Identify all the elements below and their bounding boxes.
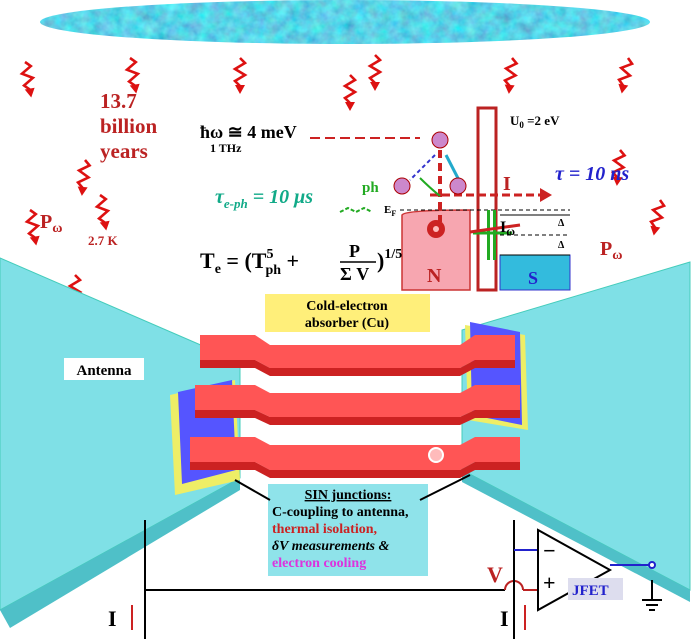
power-right: Pω (600, 238, 622, 263)
jfet-box (568, 578, 623, 600)
symbol: U (510, 113, 520, 128)
subscript: ω (52, 221, 62, 236)
symbol: I (500, 219, 506, 236)
subscript: ω (506, 224, 515, 238)
lhs: T (200, 248, 215, 273)
radiation-arrow (647, 197, 667, 238)
subscript: ω (612, 248, 622, 263)
minus: − (543, 538, 556, 563)
band-diagram (310, 106, 571, 292)
absorber-label: absorber (Cu) (305, 316, 389, 331)
radiation-arrow (233, 56, 247, 96)
age-value: 13.7 (100, 89, 137, 113)
current-label: I (503, 173, 511, 195)
signal-current: Iω (500, 219, 515, 238)
eq: = (T (221, 248, 267, 273)
subscript: e-ph (224, 196, 248, 211)
sin-line: electron cooling (272, 556, 366, 571)
value: =2 eV (524, 113, 560, 128)
radiation-arrow (343, 73, 357, 113)
gap: Δ (558, 240, 565, 251)
sin-title: SIN junctions: (305, 488, 392, 503)
power-left: Pω (40, 211, 62, 236)
amplifier: JFET (572, 583, 609, 599)
formula-num: P (349, 241, 360, 261)
radiation-arrow (75, 158, 92, 198)
formula-den: Σ V (340, 264, 369, 284)
close: ) (377, 248, 384, 273)
age-unit: years (100, 139, 148, 163)
sin-box (268, 484, 428, 576)
symbol: P (600, 238, 612, 260)
plus: + (543, 570, 556, 595)
pointer (419, 474, 471, 501)
symbol: E (384, 204, 391, 216)
cmb-map (40, 0, 650, 44)
radiation-arrow (615, 55, 635, 96)
current-left: I (108, 606, 117, 631)
photon-frequency: 1 THz (210, 141, 242, 155)
value: = 10 μs (248, 186, 314, 208)
antenna-label: Antenna (76, 363, 132, 379)
absorber-label: Cold-electron (306, 299, 388, 314)
absorber-strips (190, 335, 520, 478)
formula-close: )1/5 (377, 247, 402, 273)
sup: 5 (266, 247, 273, 262)
lhs-sub: e (215, 262, 221, 277)
exp: 1/5 (384, 247, 402, 262)
subscript: F (391, 209, 396, 218)
voltage: V (487, 562, 503, 587)
sub: ph (265, 263, 281, 278)
sin-line: C-coupling to antenna, (272, 505, 409, 520)
age-unit: billion (100, 114, 158, 138)
absorber-box (265, 294, 430, 332)
gap: Δ (558, 218, 565, 229)
pointer (234, 479, 271, 501)
plus: + (281, 248, 299, 273)
symbol: τ (215, 186, 225, 208)
radiation-arrow (18, 59, 38, 100)
photon-energy: ħω ≅ 4 meV (200, 122, 297, 142)
radiation-arrow (502, 56, 519, 96)
formula-main: Te = (T5 ph + (200, 247, 299, 278)
sin-line: thermal isolation, (272, 522, 377, 537)
super-label: S (528, 268, 538, 288)
tau-tunnel: τ = 10 ns (555, 163, 629, 185)
fermi: EF (384, 204, 396, 218)
symbol: P (40, 211, 52, 233)
tau-eph: τe-ph = 10 μs (215, 186, 313, 211)
antenna-left-edge (0, 478, 240, 628)
antenna-label-box (64, 358, 144, 380)
normal-label: N (427, 265, 442, 287)
sin-line: δV measurements & (272, 539, 389, 554)
radiation-arrow (93, 192, 113, 233)
radiation-arrow (23, 207, 43, 248)
barrier: U0 =2 eV (510, 113, 560, 130)
current-right: I (500, 606, 509, 631)
radiation-arrow (368, 53, 382, 93)
circuit (131, 520, 662, 639)
formula: Te = (T5 ph + P Σ V )1/5 (200, 241, 402, 284)
temperature: 2.7 K (88, 233, 119, 248)
antenna-right-edge (462, 470, 690, 602)
subscript: 0 (519, 120, 524, 130)
phonon: ph (362, 180, 379, 196)
